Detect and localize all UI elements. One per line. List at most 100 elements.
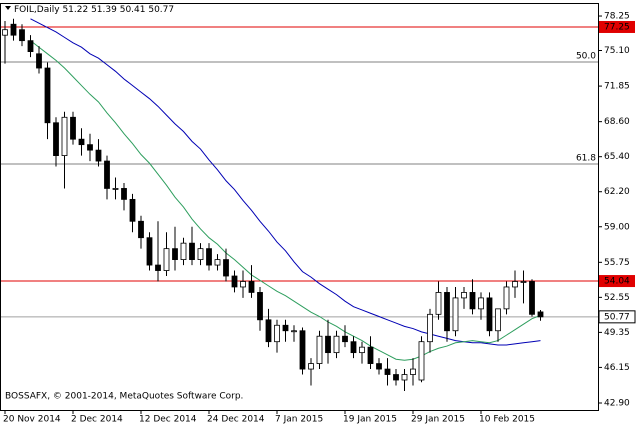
candle-body [342, 335, 348, 343]
y-tick-label: 62.20 [604, 187, 630, 197]
candle-body [350, 341, 357, 354]
y-tick-label: 78.25 [604, 12, 630, 22]
candle-body [333, 335, 340, 354]
candle-body [10, 23, 17, 36]
candle-body [257, 292, 263, 321]
candle-body [231, 275, 238, 288]
level-label: 77.25 [604, 22, 630, 32]
current-price-tag [598, 310, 636, 324]
candle-body [452, 297, 459, 332]
candle-body [70, 116, 76, 140]
candle-body [248, 281, 255, 293]
candle-body [325, 335, 331, 354]
candle-body [27, 40, 34, 53]
y-tick-label: 68.60 [604, 117, 630, 127]
candle-body [61, 116, 68, 156]
candle-body [240, 281, 246, 288]
candle-body [427, 313, 433, 343]
candle-body [486, 297, 493, 332]
candle-body [112, 188, 119, 190]
candle-body [316, 335, 323, 364]
candle-body [44, 67, 51, 124]
level-label: 54.04 [604, 277, 630, 287]
y-tick-label: 75.10 [604, 46, 630, 56]
x-tick-label: 2 Dec 2014 [71, 415, 123, 425]
candle-body [469, 292, 476, 310]
y-tick-label: 55.75 [604, 258, 630, 268]
candle-body [444, 292, 450, 332]
candle-body [384, 368, 391, 375]
candle-body [308, 363, 314, 370]
high-value: 51.39 [91, 5, 117, 15]
close-value: 50.77 [148, 5, 174, 15]
level-tag [599, 20, 635, 33]
candle-body [104, 160, 110, 189]
x-tick-label: 20 Nov 2014 [3, 415, 61, 425]
x-tick-label: 29 Jan 2015 [411, 415, 465, 425]
candle-body [461, 292, 467, 299]
moving-average [30, 18, 541, 346]
fib-label: 50.0 [576, 52, 596, 62]
y-tick-label: 42.90 [604, 398, 630, 408]
candle-body [129, 198, 136, 222]
fib-label: 61.8 [576, 154, 596, 164]
candle-body [189, 242, 195, 260]
candle-body [401, 374, 408, 381]
x-tick-label: 7 Jan 2015 [275, 415, 323, 425]
candle-body [376, 363, 382, 370]
candle-body [435, 292, 442, 315]
chart-title: FOIL,Daily [14, 5, 60, 15]
x-tick-label: 24 Dec 2014 [207, 415, 265, 425]
candle-body [2, 29, 8, 36]
candle-body [359, 346, 365, 354]
candle-body [393, 374, 399, 381]
moving-average [30, 40, 541, 361]
candle-body [495, 308, 501, 332]
chart-header: FOIL,Daily 51.22 51.39 50.41 50.77 [14, 5, 174, 15]
candle-body [36, 53, 42, 69]
candle-body [78, 138, 85, 146]
candle-body [180, 242, 187, 260]
copyright: BOSSAFX, © 2001-2014, MetaQuotes Softwar… [5, 392, 243, 402]
low-value: 50.41 [120, 5, 146, 15]
candle-body [223, 259, 229, 277]
y-tick-label: 46.15 [604, 363, 630, 373]
candle-body [87, 144, 93, 151]
candle-body [367, 346, 374, 364]
candle-body [299, 330, 306, 370]
candle-body [418, 341, 425, 381]
plot-frame [0, 3, 599, 411]
candle-body [19, 29, 25, 42]
candle-body [478, 297, 484, 310]
candle-body [265, 319, 272, 343]
candle-body [155, 264, 161, 271]
candle-body [95, 149, 102, 162]
candle-body [214, 259, 221, 266]
y-tick-label: 49.35 [604, 328, 630, 338]
menu-arrow [5, 6, 11, 10]
candle-body [53, 122, 59, 156]
candle-body [146, 237, 153, 266]
candle-body [282, 324, 289, 332]
level-tag [599, 275, 635, 288]
x-tick-label: 10 Feb 2015 [479, 415, 535, 425]
candle-body [121, 188, 127, 200]
candle-body [197, 248, 204, 260]
candle-body [138, 220, 144, 239]
candle-body [163, 248, 170, 271]
y-tick-label: 52.55 [604, 293, 630, 303]
candle-body [537, 311, 544, 318]
x-tick-label: 19 Jan 2015 [343, 415, 397, 425]
y-tick-label: 59.00 [604, 222, 630, 232]
current-price-label: 50.77 [604, 312, 630, 322]
candle-body [410, 368, 416, 375]
x-tick-label: 12 Dec 2014 [139, 415, 197, 425]
candle-body [503, 286, 510, 310]
y-tick-label: 65.40 [604, 152, 630, 162]
y-tick-label: 71.85 [604, 82, 630, 92]
candle-body [172, 248, 178, 260]
candle-body [206, 248, 212, 266]
candle-body [520, 281, 527, 283]
open-value: 51.22 [62, 5, 88, 15]
